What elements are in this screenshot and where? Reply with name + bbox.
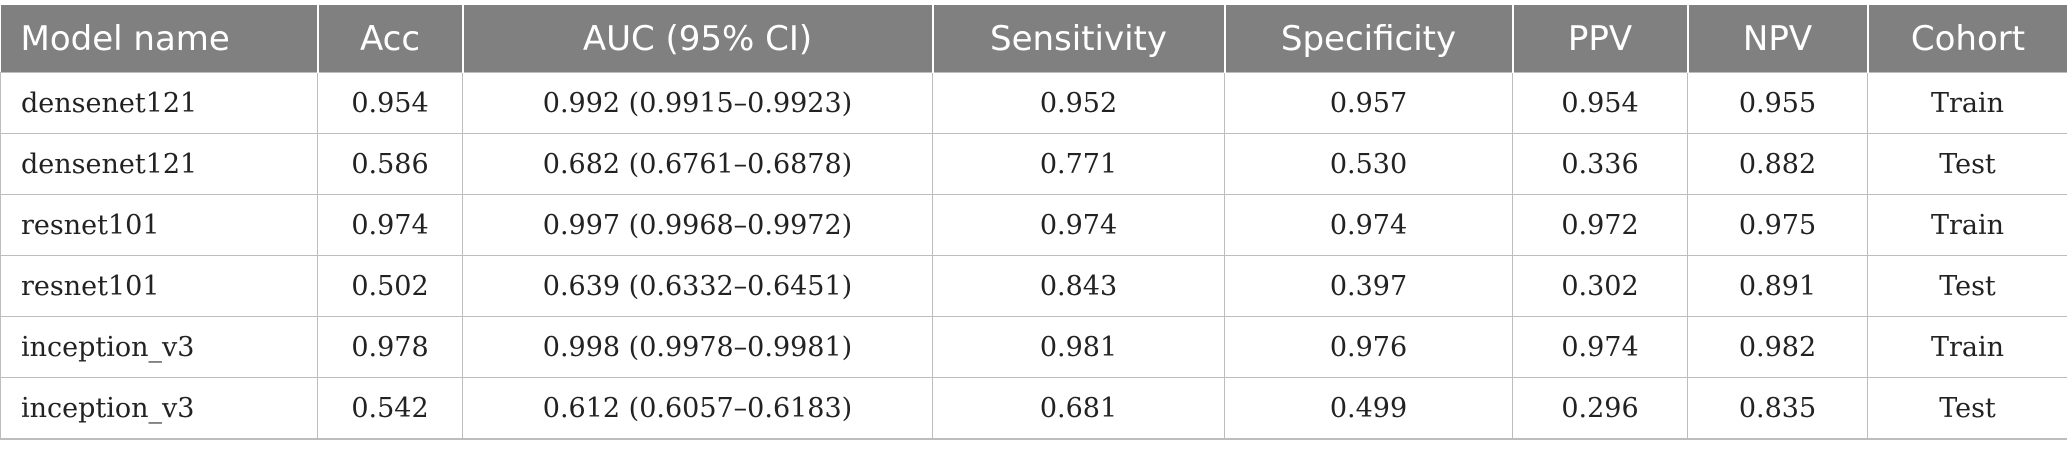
- cell-model-name: resnet101: [0, 194, 318, 256]
- cell-sensitivity: 0.981: [932, 316, 1225, 378]
- cell-sensitivity: 0.952: [932, 72, 1225, 134]
- cell-npv: 0.891: [1687, 255, 1868, 317]
- cell-acc: 0.978: [317, 316, 463, 378]
- cell-acc: 0.542: [317, 377, 463, 440]
- table-header: Model name Acc AUC (95% CI) Sensitivity …: [0, 5, 2067, 73]
- cell-auc: 0.682 (0.6761–0.6878): [462, 133, 933, 195]
- table-row: resnet101 0.974 0.997 (0.9968–0.9972) 0.…: [0, 194, 2067, 256]
- cell-specificity: 0.530: [1224, 133, 1513, 195]
- cell-model-name: resnet101: [0, 255, 318, 317]
- cell-acc: 0.954: [317, 72, 463, 134]
- cell-cohort: Train: [1867, 72, 2067, 134]
- cell-auc: 0.997 (0.9968–0.9972): [462, 194, 933, 256]
- cell-sensitivity: 0.974: [932, 194, 1225, 256]
- cell-ppv: 0.336: [1512, 133, 1688, 195]
- cell-specificity: 0.397: [1224, 255, 1513, 317]
- cell-auc: 0.998 (0.9978–0.9981): [462, 316, 933, 378]
- cell-cohort: Train: [1867, 316, 2067, 378]
- cell-acc: 0.974: [317, 194, 463, 256]
- header-cohort: Cohort: [1866, 5, 2067, 73]
- header-acc: Acc: [316, 5, 463, 73]
- cell-sensitivity: 0.681: [932, 377, 1225, 440]
- cell-cohort: Test: [1867, 255, 2067, 317]
- table-row: densenet121 0.954 0.992 (0.9915–0.9923) …: [0, 72, 2067, 134]
- cell-sensitivity: 0.771: [932, 133, 1225, 195]
- header-row: Model name Acc AUC (95% CI) Sensitivity …: [0, 5, 2067, 73]
- cell-npv: 0.835: [1687, 377, 1868, 440]
- cell-ppv: 0.302: [1512, 255, 1688, 317]
- header-sensitivity: Sensitivity: [931, 5, 1225, 73]
- cell-model-name: inception_v3: [0, 377, 318, 440]
- cell-npv: 0.975: [1687, 194, 1868, 256]
- cell-cohort: Test: [1867, 133, 2067, 195]
- cell-specificity: 0.499: [1224, 377, 1513, 440]
- cell-model-name: inception_v3: [0, 316, 318, 378]
- cell-specificity: 0.974: [1224, 194, 1513, 256]
- cell-npv: 0.982: [1687, 316, 1868, 378]
- cell-npv: 0.882: [1687, 133, 1868, 195]
- header-ppv: PPV: [1511, 5, 1688, 73]
- table-row: resnet101 0.502 0.639 (0.6332–0.6451) 0.…: [0, 255, 2067, 317]
- cell-ppv: 0.954: [1512, 72, 1688, 134]
- model-performance-table: Model name Acc AUC (95% CI) Sensitivity …: [0, 5, 2067, 440]
- cell-cohort: Train: [1867, 194, 2067, 256]
- cell-auc: 0.992 (0.9915–0.9923): [462, 72, 933, 134]
- results-table-container: Model name Acc AUC (95% CI) Sensitivity …: [0, 5, 2067, 440]
- cell-cohort: Test: [1867, 377, 2067, 440]
- cell-ppv: 0.296: [1512, 377, 1688, 440]
- cell-ppv: 0.972: [1512, 194, 1688, 256]
- cell-npv: 0.955: [1687, 72, 1868, 134]
- table-row: inception_v3 0.542 0.612 (0.6057–0.6183)…: [0, 377, 2067, 440]
- header-specificity: Specificity: [1223, 5, 1513, 73]
- table-row: densenet121 0.586 0.682 (0.6761–0.6878) …: [0, 133, 2067, 195]
- table-body: densenet121 0.954 0.992 (0.9915–0.9923) …: [0, 72, 2067, 440]
- cell-acc: 0.586: [317, 133, 463, 195]
- cell-specificity: 0.976: [1224, 316, 1513, 378]
- header-auc: AUC (95% CI): [461, 5, 933, 73]
- cell-acc: 0.502: [317, 255, 463, 317]
- cell-specificity: 0.957: [1224, 72, 1513, 134]
- cell-model-name: densenet121: [0, 133, 318, 195]
- table-row: inception_v3 0.978 0.998 (0.9978–0.9981)…: [0, 316, 2067, 378]
- cell-ppv: 0.974: [1512, 316, 1688, 378]
- cell-model-name: densenet121: [0, 72, 318, 134]
- cell-auc: 0.612 (0.6057–0.6183): [462, 377, 933, 440]
- cell-auc: 0.639 (0.6332–0.6451): [462, 255, 933, 317]
- cell-sensitivity: 0.843: [932, 255, 1225, 317]
- header-npv: NPV: [1686, 5, 1868, 73]
- header-model-name: Model name: [0, 5, 318, 73]
